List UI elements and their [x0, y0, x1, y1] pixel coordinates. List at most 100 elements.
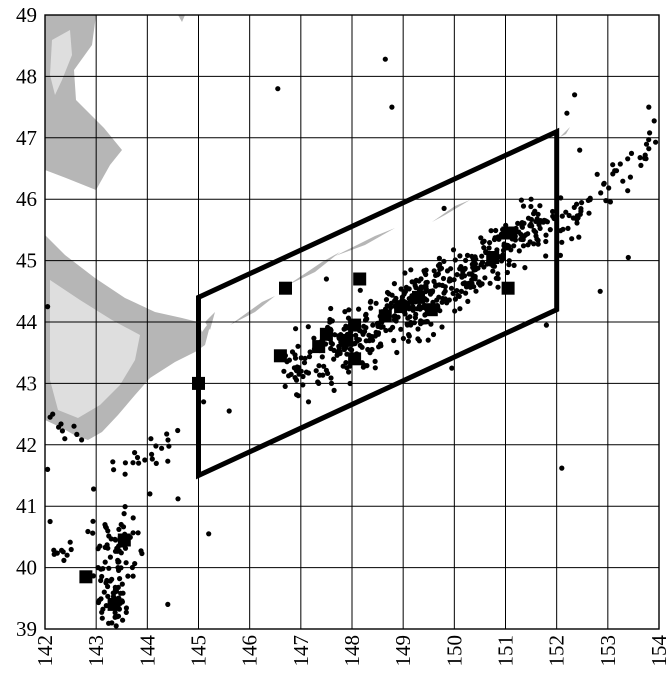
epicenter-dot — [115, 559, 121, 565]
epicenter-dot — [454, 272, 460, 278]
epicenter-dot — [68, 546, 74, 553]
epicenter-dot — [448, 285, 455, 291]
epicenter-dot — [367, 350, 373, 356]
epicenter-dot — [646, 104, 652, 110]
epicenter-dot — [398, 326, 404, 332]
epicenter-dot — [625, 188, 631, 194]
epicenter-dot — [537, 203, 543, 209]
island-6 — [560, 127, 570, 137]
x-tick-label: 151 — [494, 635, 518, 667]
epicenter-dot — [415, 326, 421, 332]
epicenter-dot — [364, 316, 370, 322]
epicenter-dot — [625, 156, 631, 162]
epicenter-dot — [459, 274, 465, 280]
epicenter-dot — [328, 375, 334, 381]
epicenter-dot — [71, 423, 77, 429]
epicenter-dot — [293, 377, 300, 383]
epicenter-dot — [563, 209, 569, 215]
epicenter-dot — [366, 332, 372, 338]
epicenter-dot — [458, 288, 464, 294]
epicenter-dot — [410, 307, 416, 313]
epicenter-dot — [495, 275, 501, 282]
epicenter-dot — [347, 380, 353, 387]
epicenter-dot — [342, 309, 348, 315]
epicenter-dot — [302, 355, 308, 361]
epicenter-dot — [95, 565, 101, 571]
epicenter-dot — [332, 332, 338, 338]
epicenter-dot — [452, 296, 458, 302]
epicenter-dot — [356, 306, 362, 312]
epicenter-dot — [111, 467, 117, 473]
epicenter-dot — [513, 228, 519, 234]
epicenter-dot — [463, 290, 469, 296]
epicenter-dot — [550, 208, 556, 215]
epicenter-dot — [535, 241, 541, 247]
epicenter-dot — [478, 235, 484, 241]
epicenter-dot — [500, 252, 506, 258]
epicenter-dot — [349, 347, 355, 353]
epicenter-dot — [175, 427, 181, 434]
epicenter-dot — [119, 599, 125, 605]
epicenter-dot — [436, 255, 442, 261]
epicenter-dot — [328, 305, 334, 312]
epicenter-dot — [597, 288, 603, 294]
epicenter-dot — [559, 239, 565, 245]
epicenter-dot — [100, 566, 106, 572]
epicenter-dot — [368, 305, 374, 311]
x-tick-label: 152 — [545, 635, 569, 667]
epicenter-dot — [482, 275, 488, 281]
epicenter-dot — [457, 253, 463, 259]
epicenter-dot — [307, 349, 313, 355]
large-event-marker — [273, 349, 287, 363]
epicenter-dot — [472, 273, 478, 280]
epicenter-dot — [418, 276, 424, 282]
epicenter-dot — [434, 272, 440, 278]
epicenter-dot — [148, 436, 154, 442]
epicenter-dot — [511, 262, 517, 268]
epicenter-dot — [328, 380, 335, 386]
epicenter-dot — [412, 282, 418, 288]
island-5 — [432, 200, 470, 222]
epicenter-dot — [311, 335, 317, 341]
epicenter-dot — [346, 369, 352, 375]
epicenter-dot — [105, 583, 111, 590]
epicenter-dot — [331, 356, 337, 362]
epicenter-dot — [51, 547, 57, 553]
epicenter-dot — [107, 554, 113, 560]
epicenter-dot — [469, 253, 475, 259]
y-tick-label: 48 — [16, 64, 37, 88]
epicenter-dot — [97, 543, 103, 549]
epicenter-dot — [572, 92, 578, 98]
epicenter-dot — [627, 174, 634, 180]
epicenter-dot — [142, 457, 148, 463]
epicenter-dot — [363, 338, 369, 344]
epicenter-dot — [149, 456, 155, 462]
epicenter-dot — [433, 283, 439, 289]
epicenter-dot — [486, 245, 492, 251]
epicenter-dot — [115, 613, 122, 619]
epicenter-dot — [473, 265, 479, 271]
epicenter-dot — [372, 358, 378, 364]
epicenter-dot — [105, 528, 111, 534]
epicenter-dot — [491, 263, 498, 269]
epicenter-dot — [462, 280, 468, 286]
y-axis-labels: 39 40 41 42 43 44 45 46 47 48 49 — [16, 3, 38, 641]
epicenter-dot — [457, 306, 463, 312]
epicenter-dot — [577, 147, 583, 153]
large-event-marker — [394, 300, 408, 314]
epicenter-dot — [101, 589, 107, 595]
epicenter-dot — [118, 590, 124, 596]
x-tick-label: 149 — [391, 635, 415, 667]
epicenter-dot — [106, 620, 112, 626]
epicenter-dot — [288, 371, 294, 377]
x-tick-label: 148 — [340, 635, 364, 667]
epicenter-dot — [576, 234, 582, 240]
epicenter-dot — [281, 368, 287, 374]
epicenter-dot — [343, 323, 349, 329]
epicenter-dot — [112, 587, 119, 593]
epicenter-dot — [450, 290, 456, 296]
epicenter-dot — [293, 326, 299, 332]
epicenter-dot — [130, 460, 136, 466]
epicenter-dot — [305, 324, 311, 330]
epicenter-dot — [112, 537, 119, 543]
